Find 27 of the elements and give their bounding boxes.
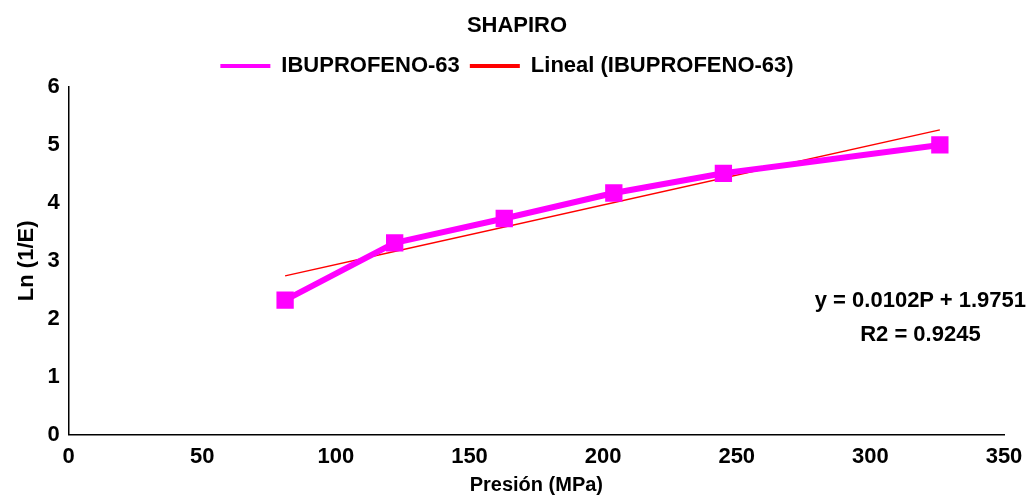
point xyxy=(276,291,294,309)
x-tick-label: 150 xyxy=(451,442,488,468)
y-tick-label: 4 xyxy=(47,188,61,214)
x-tick-label: 250 xyxy=(718,442,756,468)
point xyxy=(605,184,623,202)
y-tick-label: 2 xyxy=(47,304,60,330)
x-tick-label: 300 xyxy=(852,442,889,468)
y-tick-label: 0 xyxy=(47,420,60,446)
chart-title: SHAPIRO xyxy=(465,12,569,38)
y-tick-label: 5 xyxy=(47,131,60,156)
y-tick-label: 3 xyxy=(47,246,60,272)
point xyxy=(931,136,949,154)
x-tick-label: 50 xyxy=(190,442,215,468)
point xyxy=(495,209,513,228)
y-axis-title: Ln (1/E) xyxy=(13,220,39,302)
annotation: y = 0.0102P + 1.9751 xyxy=(814,286,1026,314)
annotation: R2 = 0.9245 xyxy=(859,320,982,348)
x-tick-label: 350 xyxy=(985,442,1023,468)
point xyxy=(386,234,404,252)
point xyxy=(714,164,733,182)
y-tick-label: 6 xyxy=(47,73,60,99)
legend-label: IBUPROFENO-63 xyxy=(281,52,460,78)
x-tick-label: 200 xyxy=(584,442,622,468)
legend-label: Lineal (IBUPROFENO-63) xyxy=(530,52,794,78)
y-tick-label: 1 xyxy=(47,362,60,388)
x-axis-title: Presión (MPa) xyxy=(469,472,603,495)
x-tick-label: 100 xyxy=(317,442,355,468)
